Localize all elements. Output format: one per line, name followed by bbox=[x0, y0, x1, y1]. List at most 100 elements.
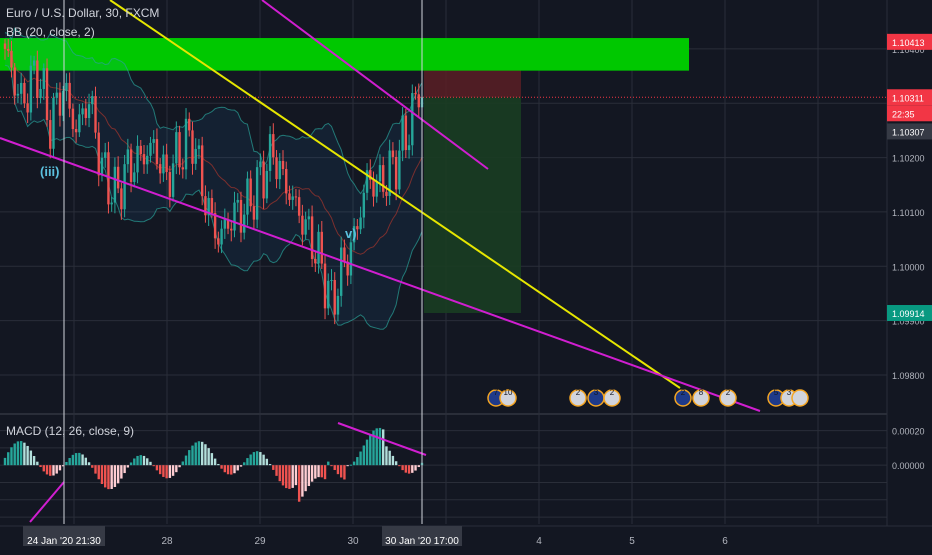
macd-bar bbox=[129, 462, 133, 466]
candle-body bbox=[346, 261, 349, 276]
event-badge-count: 2 bbox=[610, 388, 615, 397]
macd-bar bbox=[262, 454, 265, 466]
candle-body bbox=[246, 178, 249, 215]
candle-body bbox=[175, 132, 178, 164]
macd-bar bbox=[87, 462, 91, 466]
candle-body bbox=[378, 165, 382, 182]
macd-bar bbox=[16, 441, 20, 466]
macd-bar bbox=[91, 465, 94, 468]
event-badge-count: 3 bbox=[594, 388, 599, 397]
macd-bar bbox=[133, 458, 136, 466]
candle-body bbox=[19, 82, 23, 94]
candle-body bbox=[268, 134, 272, 171]
candle-body bbox=[411, 93, 414, 146]
price-marker-label: 1.09914 bbox=[892, 309, 925, 319]
candle-body bbox=[281, 160, 285, 170]
macd-bar bbox=[19, 441, 23, 466]
candle-body bbox=[113, 166, 117, 203]
macd-legend[interactable]: MACD (12, 26, close, 9) bbox=[6, 424, 135, 438]
trade-zones bbox=[0, 38, 887, 314]
macd-bar bbox=[317, 465, 320, 478]
symbol-title[interactable]: Euro / U.S. Dollar, 30, FXCM bbox=[6, 6, 160, 20]
macd-bar bbox=[168, 465, 172, 478]
candle-body bbox=[58, 92, 62, 116]
candle-body bbox=[65, 82, 68, 91]
macd-bar bbox=[407, 465, 411, 474]
candle-body bbox=[165, 154, 168, 173]
price-marker-label: 22:35 bbox=[892, 109, 915, 119]
event-badge-count: 2 bbox=[576, 388, 581, 397]
macd-bar bbox=[45, 465, 49, 475]
candle-body bbox=[213, 213, 217, 239]
candle-body bbox=[327, 280, 330, 309]
candle-body bbox=[262, 161, 265, 199]
candle-body bbox=[107, 152, 110, 205]
candle-body bbox=[191, 130, 194, 164]
macd-bar bbox=[188, 450, 191, 466]
macd-bar bbox=[301, 465, 304, 497]
candle-body bbox=[391, 150, 395, 157]
macd-bar bbox=[191, 445, 194, 466]
macd-bar bbox=[152, 465, 155, 467]
macd-bar bbox=[123, 465, 126, 474]
candle-body bbox=[385, 191, 388, 196]
macd-bar bbox=[391, 455, 395, 466]
macd-bar bbox=[58, 465, 62, 471]
candle-body bbox=[407, 145, 411, 151]
candle-body bbox=[365, 170, 369, 193]
macd-bar bbox=[197, 441, 201, 466]
macd-bar bbox=[226, 465, 230, 475]
candle-body bbox=[404, 115, 408, 151]
macd-bar bbox=[304, 465, 307, 492]
event-badge-count: 2 bbox=[726, 388, 731, 397]
macd-bar bbox=[204, 444, 207, 466]
event-badge-count: 3 bbox=[787, 388, 792, 397]
macd-bar bbox=[230, 465, 233, 475]
macd-bar bbox=[32, 456, 36, 466]
macd-bar bbox=[74, 453, 78, 466]
bollinger-legend[interactable]: BB (20, close, 2) bbox=[6, 25, 95, 39]
candle-body bbox=[168, 172, 172, 197]
bollinger-basis bbox=[4, 48, 423, 255]
candle-body bbox=[55, 92, 58, 98]
macd-bar bbox=[375, 428, 378, 466]
candle-body bbox=[217, 238, 220, 245]
crosshair-time-box-left bbox=[23, 526, 105, 546]
macd-bar bbox=[349, 464, 353, 466]
macd-histogram bbox=[3, 422, 427, 523]
macd-bar bbox=[68, 457, 71, 466]
macd-bar bbox=[414, 465, 417, 471]
macd-bar bbox=[255, 451, 259, 466]
macd-bar bbox=[107, 465, 110, 490]
candle-body bbox=[401, 115, 404, 151]
chart-overlay: (iii)v)7 10 2 3 2 2 8 2 5 3 bbox=[40, 0, 809, 524]
macd-tick-label: 0.00020 bbox=[892, 427, 925, 437]
candle-body bbox=[369, 170, 372, 180]
candle-body bbox=[336, 295, 340, 315]
macd-bar bbox=[220, 465, 223, 469]
candle-body bbox=[398, 150, 401, 190]
wave-label-iii: (iii) bbox=[40, 164, 60, 179]
price-marker-label: 1.10413 bbox=[892, 38, 925, 48]
macd-bar bbox=[265, 458, 269, 466]
macd-bar bbox=[23, 442, 26, 466]
bollinger-lower-band bbox=[4, 64, 423, 330]
macd-bar bbox=[236, 465, 239, 471]
price-tick-label: 1.10200 bbox=[892, 154, 925, 164]
candle-body bbox=[13, 67, 16, 96]
candle-body bbox=[194, 148, 197, 164]
price-tick-label: 1.09800 bbox=[892, 371, 925, 381]
candle-body bbox=[97, 132, 100, 176]
candle-body bbox=[349, 242, 353, 276]
macd-bar bbox=[100, 465, 104, 484]
macd-bar bbox=[61, 465, 65, 467]
candle-body bbox=[223, 219, 227, 229]
macd-bar bbox=[97, 465, 100, 480]
candle-body bbox=[155, 139, 159, 165]
candle-body bbox=[388, 150, 391, 196]
macd-bar bbox=[310, 465, 314, 482]
candle-body bbox=[375, 181, 378, 197]
